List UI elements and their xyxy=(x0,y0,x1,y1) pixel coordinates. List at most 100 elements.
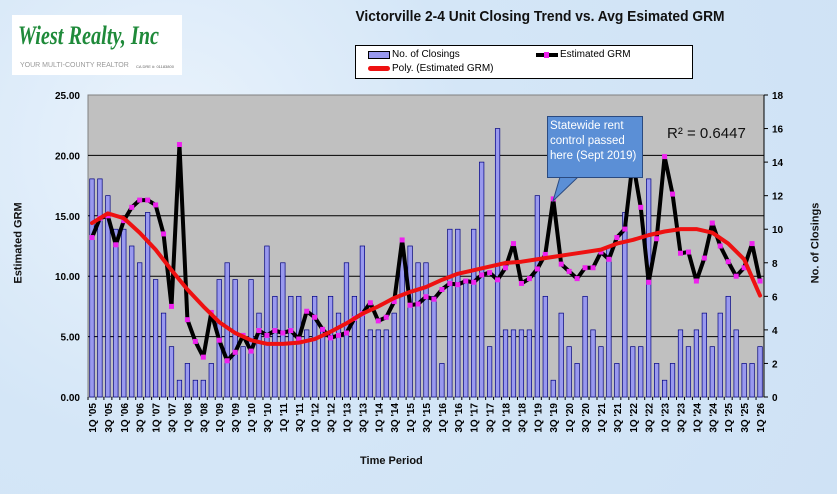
closings-bar xyxy=(550,379,556,398)
y-tick-label: 20.00 xyxy=(55,151,80,162)
y-tick-label: 5.00 xyxy=(61,333,81,344)
y2-tick-label: 16 xyxy=(772,125,784,136)
grm-marker xyxy=(526,276,532,282)
grm-marker xyxy=(296,336,302,342)
y-axis-label: Estimated GRM xyxy=(12,202,25,284)
closings-bar xyxy=(296,295,302,398)
poly-trendline xyxy=(89,211,763,346)
y-tick-label: 0.00 xyxy=(61,393,81,404)
grm-marker xyxy=(367,300,373,306)
closings-bar xyxy=(447,228,453,398)
x-tick-label: 3Q '08 xyxy=(199,403,210,433)
closings-bar xyxy=(526,329,532,398)
closings-bar xyxy=(661,379,668,398)
grm-marker xyxy=(312,314,318,320)
x-tick-label: 3Q '21 xyxy=(613,403,624,433)
x-tick-label: 3Q '20 xyxy=(581,403,592,433)
closings-bar xyxy=(439,363,445,398)
grm-marker xyxy=(685,249,691,255)
x-tick-label: 1Q '21 xyxy=(597,403,608,433)
closings-bar xyxy=(717,312,723,398)
chart-legend: No. of Closings Estimated GRM Poly. (Est… xyxy=(355,45,693,79)
grm-marker xyxy=(646,279,652,285)
closings-bar xyxy=(463,279,469,398)
closings-bar xyxy=(121,228,127,398)
closings-bar xyxy=(709,346,715,398)
closings-bar xyxy=(542,295,548,398)
closings-bar xyxy=(264,245,270,398)
logo-license: CA DRE #: 01183800 xyxy=(136,64,174,69)
closings-bar xyxy=(105,195,111,398)
x-tick-label: 3Q '11 xyxy=(295,403,306,433)
grm-marker xyxy=(256,328,262,334)
x-tick-label: 3Q '15 xyxy=(422,403,433,433)
closings-bar xyxy=(280,262,286,398)
x-tick-label: 3Q '23 xyxy=(676,403,687,433)
closings-bar xyxy=(145,212,151,398)
grm-marker xyxy=(503,265,509,271)
y2-tick-label: 0 xyxy=(772,393,778,404)
x-tick-label: 3Q '19 xyxy=(549,403,560,433)
grm-marker xyxy=(701,255,707,261)
y-tick-label: 10.00 xyxy=(55,272,80,283)
x-tick-label: 1Q '23 xyxy=(661,403,672,433)
grm-marker xyxy=(463,278,469,284)
grm-marker xyxy=(733,273,739,279)
grm-marker xyxy=(232,349,238,355)
closings-bar xyxy=(693,329,700,398)
x-tick-label: 1Q '20 xyxy=(565,403,576,433)
r-squared-label: R² = 0.6447 xyxy=(667,125,746,142)
grm-marker xyxy=(216,337,222,343)
closings-bar xyxy=(97,178,103,398)
legend-grm: Estimated GRM xyxy=(536,49,631,60)
grm-marker xyxy=(145,197,151,203)
closings-bar xyxy=(192,379,198,398)
grm-marker xyxy=(598,249,604,255)
grm-marker xyxy=(288,328,294,334)
closings-bar xyxy=(471,228,477,398)
y2-tick-label: 18 xyxy=(772,91,784,102)
grm-marker xyxy=(184,317,190,323)
grm-marker xyxy=(113,242,119,248)
x-tick-label: 3Q '10 xyxy=(263,403,274,433)
grm-marker xyxy=(224,358,230,364)
closings-bar xyxy=(630,346,636,398)
closings-bar xyxy=(89,178,95,398)
x-tick-label: 3Q '17 xyxy=(486,403,497,433)
grm-marker xyxy=(89,235,95,241)
closings-bar xyxy=(208,363,214,398)
closings-bar xyxy=(359,245,365,398)
closings-bar xyxy=(200,379,206,398)
y-tick-label: 25.00 xyxy=(55,91,80,102)
grm-marker xyxy=(439,286,445,292)
x-tick-label: 3Q '13 xyxy=(358,403,369,433)
grm-marker xyxy=(622,226,628,232)
grm-marker xyxy=(264,332,270,338)
grm-marker xyxy=(280,330,286,336)
grm-marker xyxy=(487,270,493,276)
closings-bar xyxy=(272,295,278,398)
x-tick-label: 1Q '25 xyxy=(724,403,735,433)
grm-marker xyxy=(582,265,588,271)
trend-swatch-icon xyxy=(368,66,390,71)
closings-bar xyxy=(232,279,238,398)
closings-bar xyxy=(646,178,652,398)
grm-marker xyxy=(192,338,198,344)
closings-bar xyxy=(558,312,564,398)
closings-bar xyxy=(391,312,397,398)
closings-bar xyxy=(606,245,612,398)
grm-marker xyxy=(479,272,485,278)
grm-marker xyxy=(566,268,572,274)
grm-marker xyxy=(383,314,389,320)
grm-marker xyxy=(717,243,723,249)
x-tick-label: 3Q '09 xyxy=(231,403,242,433)
closings-bar xyxy=(741,363,747,398)
x-tick-label: 1Q '26 xyxy=(756,403,767,433)
grm-marker xyxy=(542,251,548,257)
grm-marker xyxy=(638,204,644,210)
x-axis-label: Time Period xyxy=(360,455,423,467)
company-logo: Wiest Realty, Inc YOUR MULTI-COUNTY REAL… xyxy=(12,15,182,75)
grm-marker xyxy=(510,241,516,247)
grm-marker xyxy=(423,294,429,300)
